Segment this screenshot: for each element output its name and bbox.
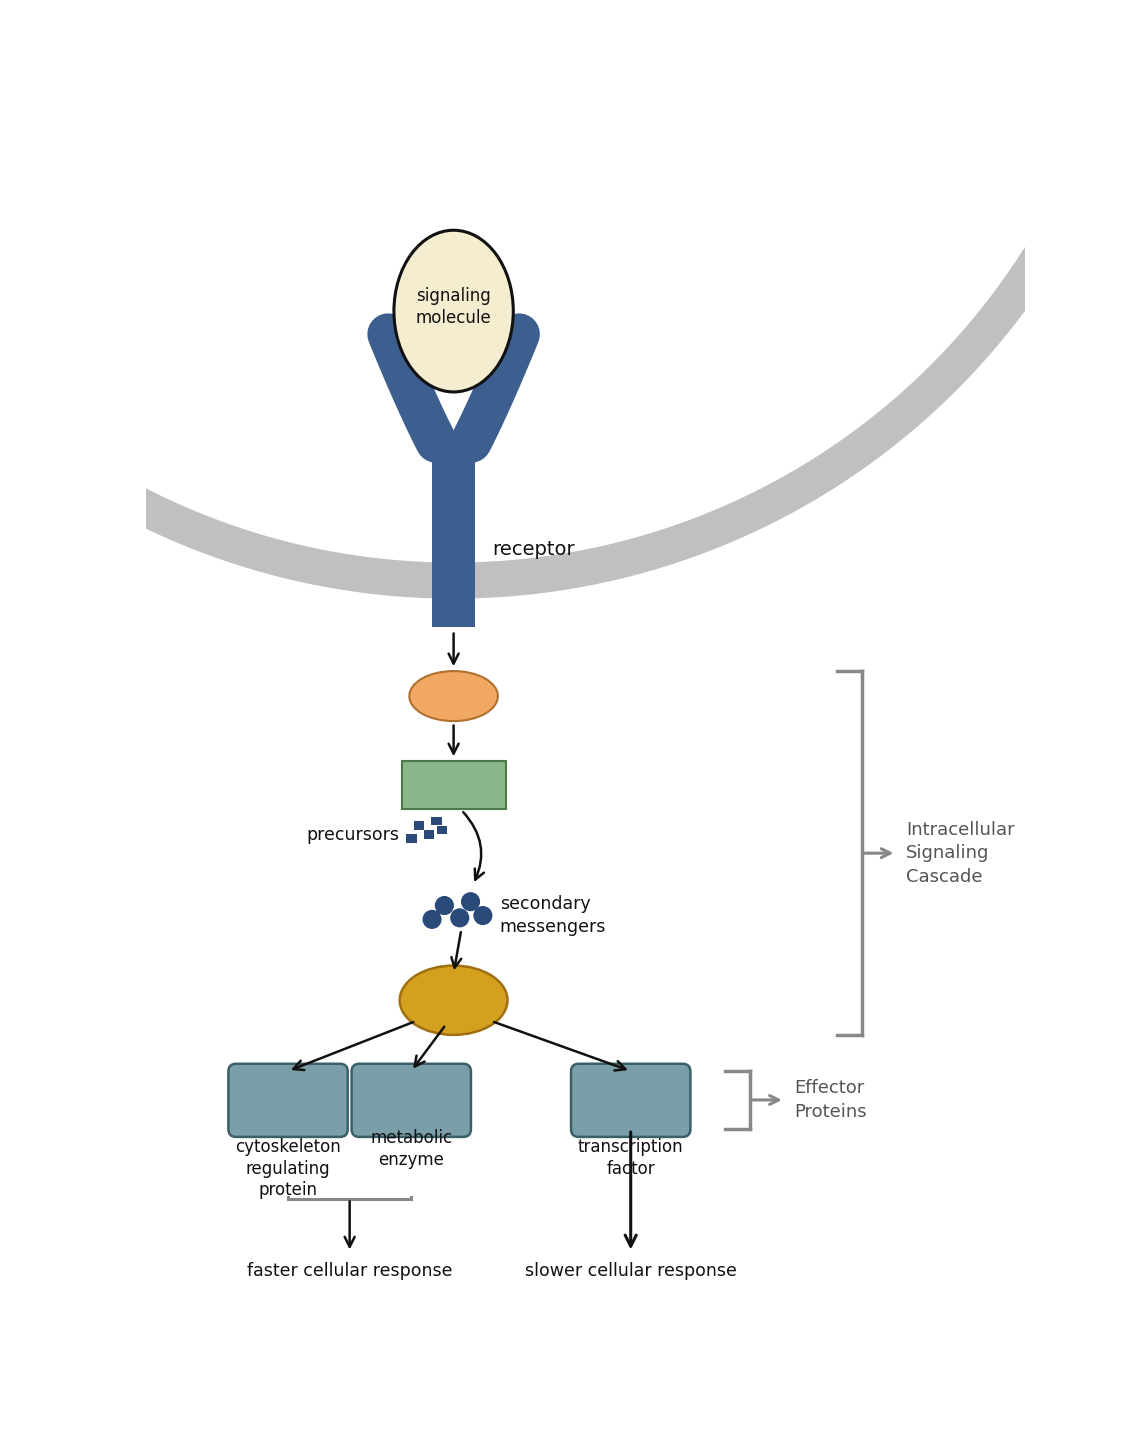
Circle shape <box>435 897 453 914</box>
Text: receptor: receptor <box>492 541 574 560</box>
FancyBboxPatch shape <box>228 1063 347 1136</box>
Text: precursors: precursors <box>307 826 400 844</box>
Text: signaling
molecule: signaling molecule <box>416 288 491 328</box>
Text: transcription
factor: transcription factor <box>578 1139 684 1178</box>
Ellipse shape <box>394 230 513 392</box>
Circle shape <box>474 907 492 924</box>
FancyBboxPatch shape <box>402 761 506 809</box>
Ellipse shape <box>409 671 498 721</box>
Text: slower cellular response: slower cellular response <box>525 1262 737 1279</box>
FancyBboxPatch shape <box>413 821 425 830</box>
Text: cytoskeleton
regulating
protein: cytoskeleton regulating protein <box>235 1139 341 1199</box>
FancyBboxPatch shape <box>352 1063 471 1136</box>
FancyBboxPatch shape <box>432 817 442 826</box>
FancyBboxPatch shape <box>571 1063 691 1136</box>
FancyBboxPatch shape <box>436 826 448 834</box>
Circle shape <box>451 909 468 927</box>
Text: Effector
Proteins: Effector Proteins <box>795 1079 867 1120</box>
Text: faster cellular response: faster cellular response <box>247 1262 452 1279</box>
FancyBboxPatch shape <box>433 442 475 627</box>
Text: metabolic
enzyme: metabolic enzyme <box>370 1129 452 1169</box>
Text: secondary
messengers: secondary messengers <box>500 896 606 936</box>
Ellipse shape <box>400 966 507 1035</box>
Circle shape <box>461 893 480 910</box>
FancyBboxPatch shape <box>424 830 434 839</box>
Circle shape <box>424 910 441 929</box>
FancyBboxPatch shape <box>405 834 417 843</box>
Text: Intracellular
Signaling
Cascade: Intracellular Signaling Cascade <box>907 820 1015 886</box>
